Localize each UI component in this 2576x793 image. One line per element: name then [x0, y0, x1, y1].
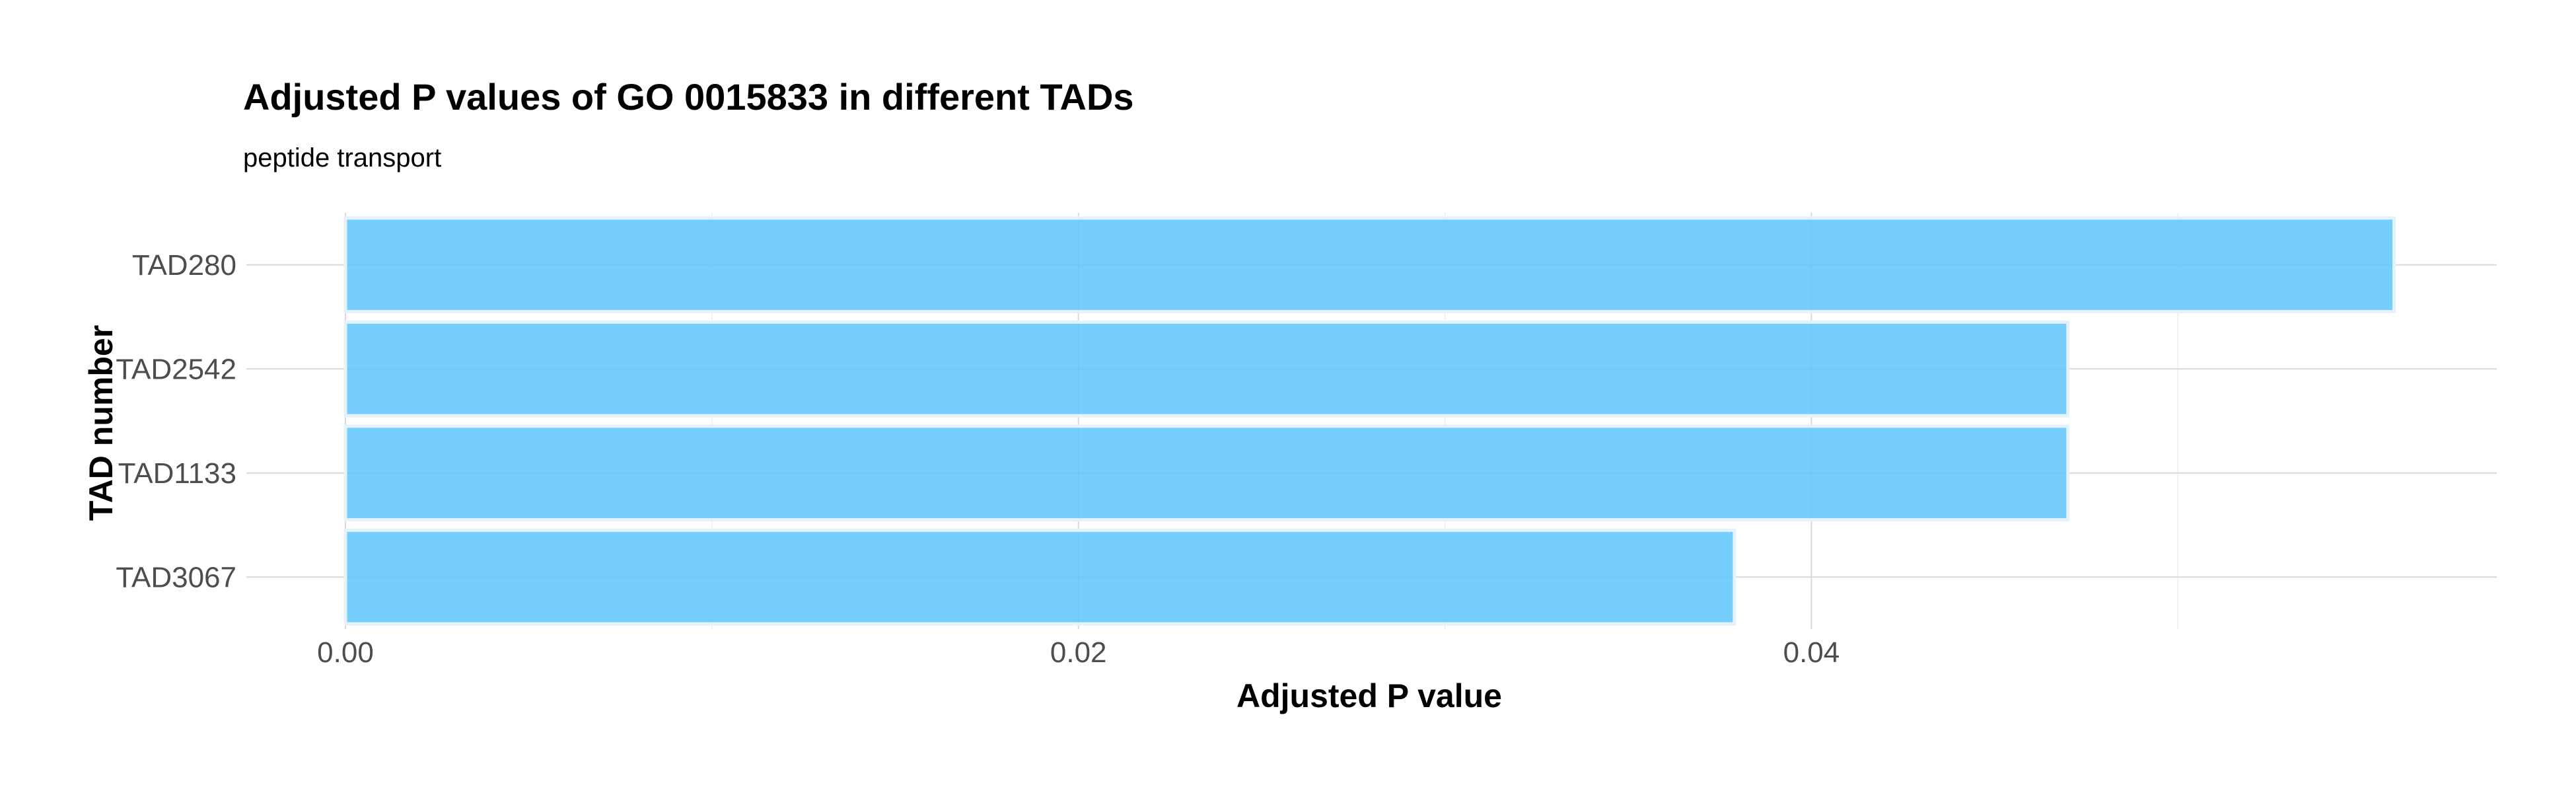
- bar-tad3067: [343, 528, 1736, 626]
- x-axis-title: Adjusted P value: [1236, 677, 1502, 714]
- x-tick-label: 0.00: [317, 636, 374, 669]
- x-tick-labels: 0.00 0.02 0.04: [317, 636, 1840, 669]
- y-tick-labels: TAD280 TAD2542 TAD1133 TAD3067: [116, 249, 236, 594]
- y-axis-title: TAD number: [83, 325, 120, 521]
- y-tick-label: TAD1133: [118, 457, 236, 490]
- chart-title: Adjusted P values of GO 0015833 in diffe…: [243, 76, 1134, 118]
- chart-subtitle: peptide transport: [243, 143, 441, 172]
- bar-tad2542: [343, 320, 2070, 418]
- y-tick-label: TAD280: [132, 249, 236, 282]
- y-tick-label: TAD2542: [116, 353, 236, 385]
- y-tick-label: TAD3067: [116, 561, 236, 593]
- bars-layer: [343, 216, 2396, 626]
- x-tick-label: 0.02: [1050, 636, 1107, 669]
- bar-tad1133: [343, 424, 2070, 522]
- x-tick-label: 0.04: [1783, 636, 1840, 669]
- bar-tad280: [343, 216, 2396, 314]
